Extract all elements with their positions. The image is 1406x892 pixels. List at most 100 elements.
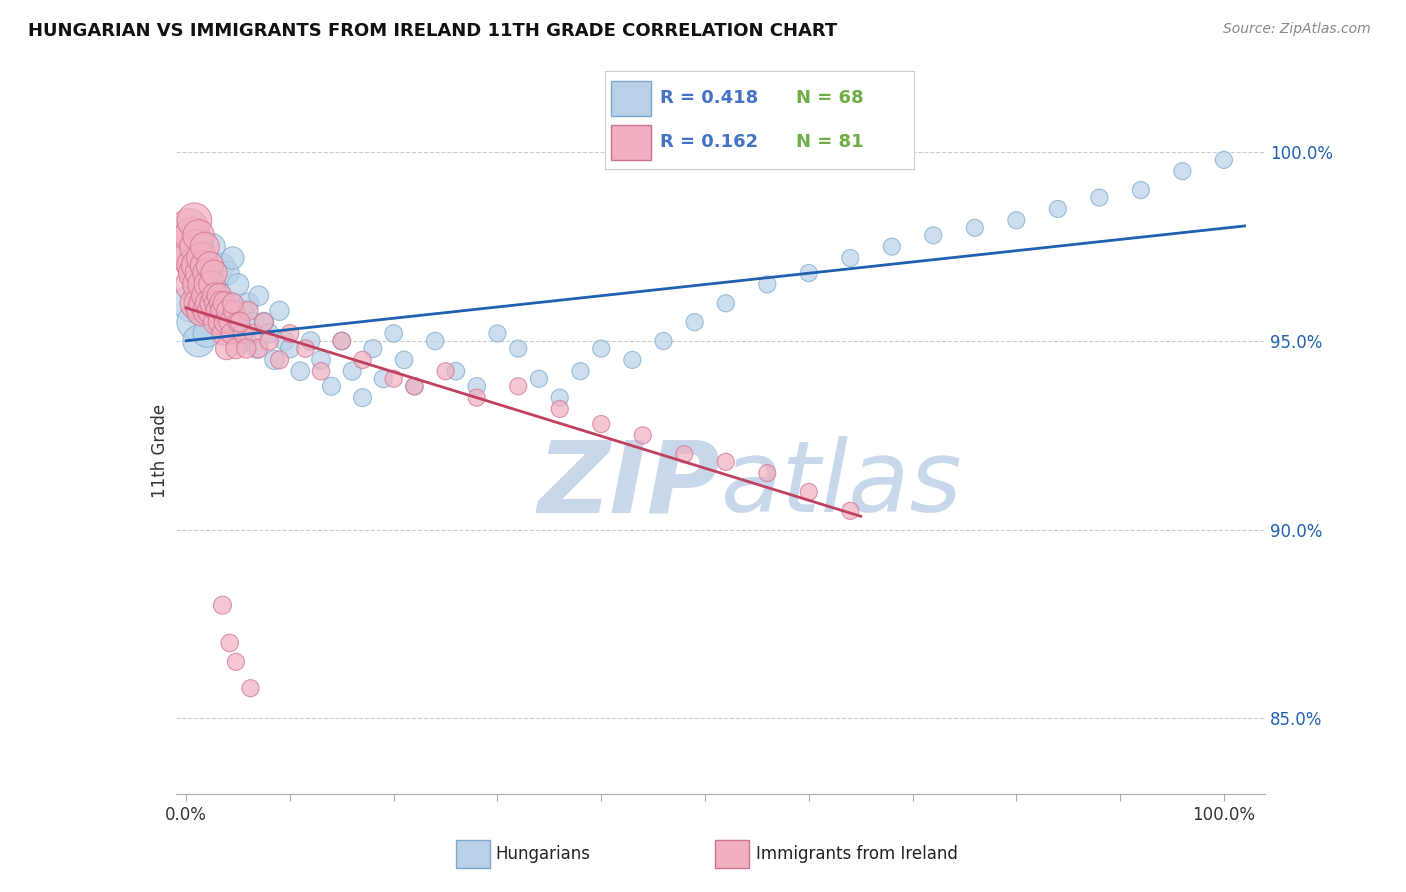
- Text: Source: ZipAtlas.com: Source: ZipAtlas.com: [1223, 22, 1371, 37]
- Point: [198, 266, 221, 280]
- Point: [194, 259, 217, 273]
- Point: [186, 251, 208, 265]
- Point: [177, 240, 200, 254]
- Point: [465, 391, 488, 405]
- Point: [222, 296, 245, 310]
- Text: ZIP: ZIP: [537, 436, 721, 533]
- Point: [183, 277, 205, 292]
- Point: [187, 334, 209, 348]
- Point: [194, 289, 217, 303]
- Point: [404, 379, 426, 393]
- Point: [194, 240, 217, 254]
- Point: [290, 364, 312, 378]
- Point: [1171, 164, 1194, 178]
- Y-axis label: 11th Grade: 11th Grade: [150, 403, 169, 498]
- Point: [242, 326, 264, 341]
- Point: [207, 285, 229, 299]
- Text: HUNGARIAN VS IMMIGRANTS FROM IRELAND 11TH GRADE CORRELATION CHART: HUNGARIAN VS IMMIGRANTS FROM IRELAND 11T…: [28, 22, 838, 40]
- Point: [373, 372, 395, 386]
- Point: [180, 251, 202, 265]
- Point: [217, 266, 239, 280]
- Point: [226, 277, 249, 292]
- Point: [1088, 191, 1111, 205]
- Point: [683, 315, 706, 329]
- Point: [756, 466, 779, 480]
- Point: [340, 364, 363, 378]
- Point: [1129, 183, 1152, 197]
- Point: [922, 228, 945, 243]
- Point: [673, 447, 696, 461]
- Point: [621, 352, 644, 367]
- Point: [181, 228, 204, 243]
- Point: [211, 259, 233, 273]
- Point: [247, 342, 270, 356]
- Point: [190, 266, 212, 280]
- Point: [797, 485, 820, 500]
- Point: [508, 342, 530, 356]
- Point: [221, 326, 243, 341]
- Point: [352, 352, 374, 367]
- Point: [200, 303, 222, 318]
- Point: [278, 342, 301, 356]
- Point: [201, 277, 224, 292]
- Point: [527, 372, 550, 386]
- Point: [1046, 202, 1069, 216]
- Point: [186, 259, 209, 273]
- Text: atlas: atlas: [721, 436, 962, 533]
- Point: [238, 303, 260, 318]
- Point: [202, 266, 225, 280]
- Point: [198, 296, 221, 310]
- Point: [195, 326, 218, 341]
- Point: [195, 303, 218, 318]
- Point: [382, 326, 405, 341]
- Point: [215, 342, 238, 356]
- Point: [652, 334, 675, 348]
- Bar: [716, 840, 749, 868]
- Point: [204, 296, 226, 310]
- Point: [631, 428, 654, 442]
- Point: [1212, 153, 1234, 167]
- Point: [247, 289, 270, 303]
- Text: Hungarians: Hungarians: [496, 845, 591, 863]
- Point: [839, 251, 862, 265]
- Point: [191, 277, 214, 292]
- Point: [214, 315, 236, 329]
- Point: [257, 334, 280, 348]
- Text: R = 0.162: R = 0.162: [661, 134, 758, 152]
- Point: [963, 220, 986, 235]
- Point: [225, 342, 247, 356]
- Point: [229, 315, 252, 329]
- Point: [235, 334, 257, 348]
- Point: [714, 296, 737, 310]
- Point: [211, 598, 233, 612]
- Point: [218, 296, 240, 310]
- Point: [257, 326, 280, 341]
- Point: [225, 655, 247, 669]
- Point: [179, 220, 201, 235]
- Point: [278, 326, 301, 341]
- Point: [352, 391, 374, 405]
- Point: [209, 296, 232, 310]
- Point: [238, 296, 260, 310]
- Point: [253, 315, 276, 329]
- Point: [197, 277, 219, 292]
- Point: [235, 342, 257, 356]
- Point: [194, 277, 217, 292]
- Point: [180, 296, 202, 310]
- Point: [330, 334, 353, 348]
- Point: [198, 259, 221, 273]
- Point: [299, 334, 322, 348]
- Point: [714, 455, 737, 469]
- Point: [294, 342, 316, 356]
- Point: [330, 334, 353, 348]
- Point: [190, 303, 212, 318]
- Point: [425, 334, 447, 348]
- Point: [218, 315, 240, 329]
- Point: [246, 342, 269, 356]
- Point: [263, 352, 285, 367]
- Point: [207, 296, 229, 310]
- Bar: [610, 125, 651, 160]
- Point: [211, 303, 233, 318]
- Point: [309, 364, 332, 378]
- Point: [218, 636, 240, 650]
